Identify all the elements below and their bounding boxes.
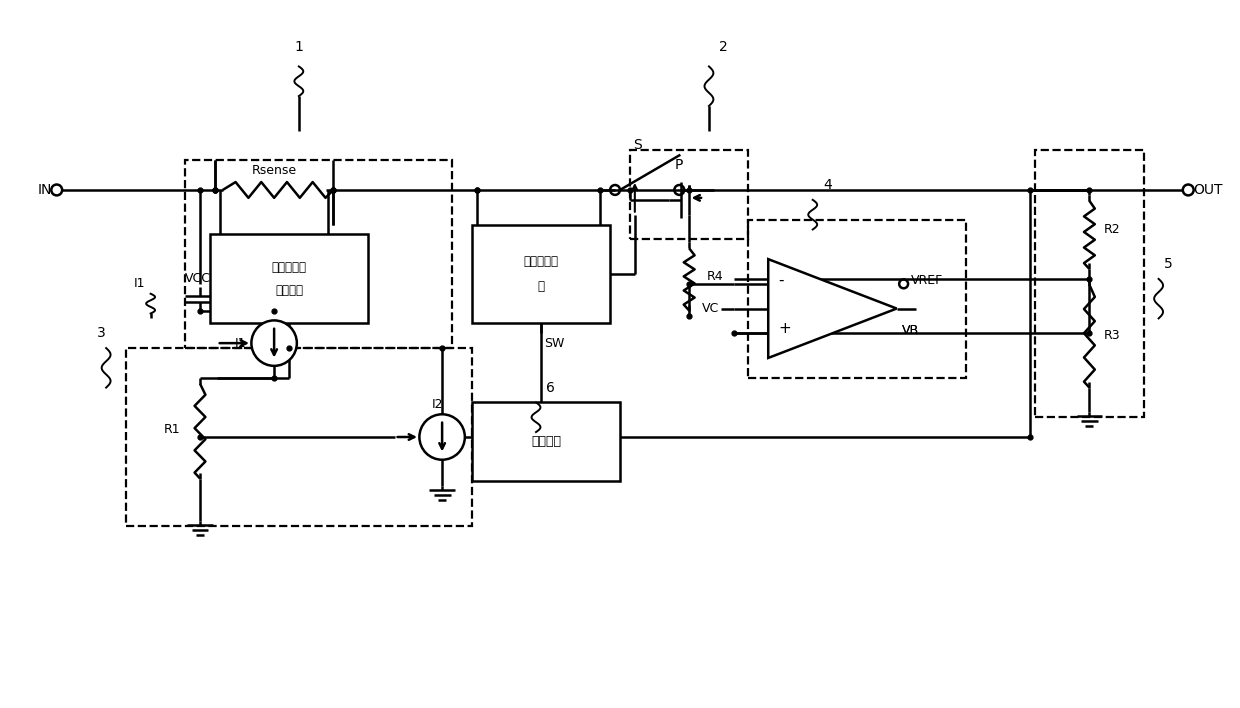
Text: 过流检测电: 过流检测电: [523, 255, 558, 268]
Text: VREF: VREF: [910, 275, 942, 287]
Text: -: -: [779, 273, 784, 287]
Text: 3: 3: [97, 326, 105, 341]
Text: 预设电流: 预设电流: [531, 435, 560, 448]
Text: Rsense: Rsense: [252, 164, 296, 177]
Text: R1: R1: [164, 423, 180, 436]
Text: P: P: [675, 159, 683, 172]
Text: S: S: [634, 139, 642, 152]
Bar: [471, 402, 620, 481]
Text: VB: VB: [901, 324, 919, 337]
Text: +: +: [779, 321, 791, 336]
Text: 4: 4: [823, 178, 832, 192]
Text: I1: I1: [234, 336, 247, 350]
Text: 路: 路: [537, 280, 544, 293]
Bar: [210, 234, 368, 324]
Bar: [471, 224, 610, 324]
Text: R3: R3: [1105, 329, 1121, 342]
Text: I1: I1: [134, 278, 145, 290]
Text: IN: IN: [37, 183, 52, 197]
Text: SW: SW: [544, 336, 564, 350]
Text: VC: VC: [702, 302, 719, 315]
Text: 转换电路: 转换电路: [275, 284, 303, 297]
Text: 6: 6: [547, 381, 556, 394]
Text: VCC: VCC: [185, 273, 211, 285]
Bar: [630, 150, 749, 239]
Circle shape: [252, 321, 296, 366]
Bar: [749, 219, 966, 377]
Bar: [1035, 150, 1143, 417]
Text: R4: R4: [707, 270, 724, 283]
Text: I2: I2: [432, 398, 443, 411]
Polygon shape: [769, 259, 897, 358]
Circle shape: [419, 414, 465, 459]
Text: 1: 1: [294, 40, 304, 54]
Text: 2: 2: [719, 40, 728, 54]
Text: VB: VB: [901, 324, 919, 337]
Text: OUT: OUT: [1193, 183, 1223, 197]
Bar: [126, 348, 471, 526]
Text: 电流检测及: 电流检测及: [272, 261, 306, 273]
Text: 5: 5: [1164, 257, 1173, 271]
Bar: [185, 160, 453, 348]
Text: R2: R2: [1105, 223, 1121, 236]
